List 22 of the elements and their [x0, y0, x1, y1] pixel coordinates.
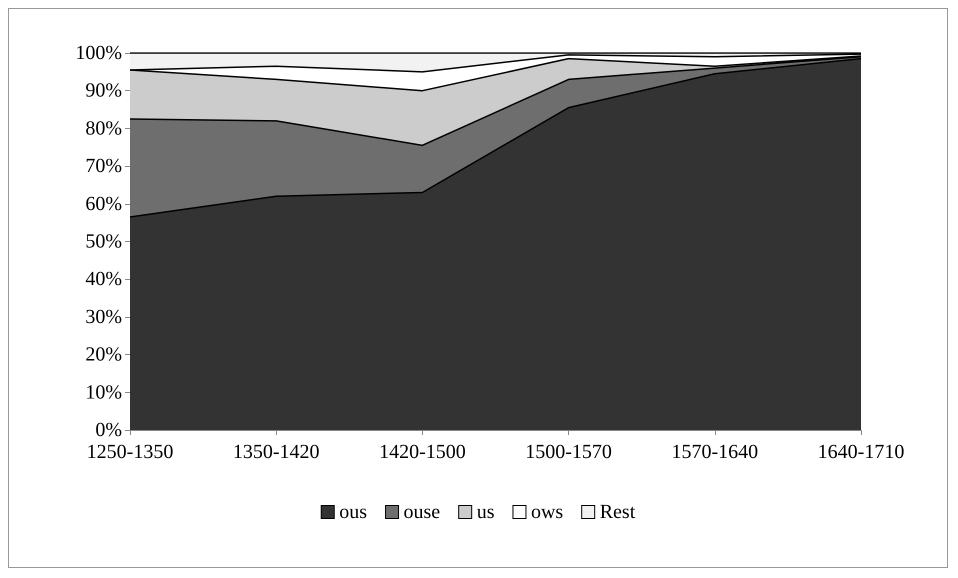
- x-tick-label: 1640-1710: [818, 441, 904, 463]
- x-tick-label: 1420-1500: [379, 441, 466, 463]
- y-tick-label: 70%: [85, 155, 122, 178]
- legend-label: ouse: [404, 501, 440, 523]
- y-tick-label: 0%: [95, 419, 122, 441]
- legend-label: Rest: [600, 501, 636, 523]
- y-tick-label: 10%: [85, 381, 122, 404]
- y-tick-label: 40%: [85, 268, 122, 290]
- x-tick-label: 1570-1640: [671, 441, 758, 463]
- legend-label: ous: [339, 501, 368, 523]
- y-tick-label: 90%: [85, 80, 122, 102]
- y-tick-label: 50%: [85, 230, 122, 252]
- x-tick-label: 1500-1570: [525, 441, 612, 463]
- legend-label: ows: [530, 501, 564, 523]
- x-tick-label: 1350-1420: [232, 441, 320, 463]
- legend-label: us: [476, 501, 495, 523]
- y-tick-label: 100%: [75, 42, 122, 64]
- y-tick-label: 60%: [85, 192, 122, 215]
- y-tick-label: 20%: [85, 344, 122, 366]
- x-tick-label: 1250-1350: [86, 441, 174, 463]
- y-tick-label: 80%: [85, 117, 122, 140]
- y-tick-label: 30%: [85, 306, 122, 328]
